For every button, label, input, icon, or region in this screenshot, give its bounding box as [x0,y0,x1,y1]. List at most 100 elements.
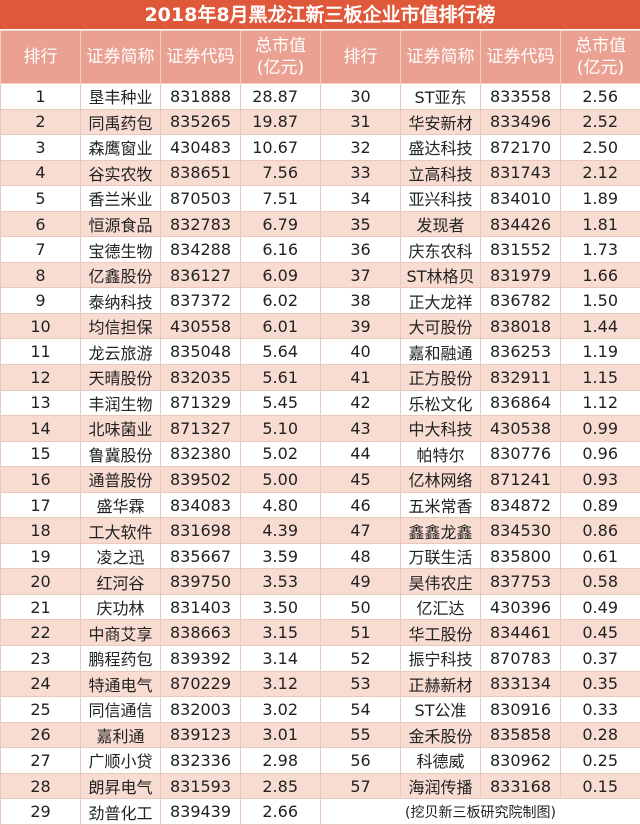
cell-value: 1.66 [560,261,640,289]
table-row: 26 嘉利通 839123 3.01 55 金禾股份 835858 0.28 [0,721,640,749]
cell-value: 1.81 [560,210,640,238]
cell-name: 工大软件 [80,517,161,544]
table-row: 9 泰纳科技 837372 6.02 38 正大龙祥 836782 1.50 [0,287,640,314]
cell-code: 831979 [480,261,561,289]
cell-value: 6.09 [240,261,321,289]
cell-value: 0.28 [560,721,640,749]
cell-code: 832911 [480,364,561,391]
cell-value: 1.12 [560,389,640,417]
table-row: 5 香兰米业 870503 7.51 34 亚兴科技 834010 1.89 [0,185,640,212]
cell-name: 均信担保 [80,312,161,340]
cell-name: 亚兴科技 [400,185,481,212]
cell-value: 7.56 [240,159,321,187]
cell-code: 839750 [160,568,241,595]
cell-code: 831698 [160,517,241,544]
cell-name: 同信通信 [80,696,161,723]
cell-value: 2.12 [560,159,640,187]
cell-name: 万联生活 [400,542,481,570]
source-note: (挖贝新三板研究院制图) [320,798,640,825]
cell-value: 5.45 [240,389,321,417]
cell-name: 香兰米业 [80,185,161,212]
cell-rank: 53 [320,670,401,698]
cell-code: 430538 [480,415,561,442]
cell-rank: 11 [0,338,81,366]
cell-value: 3.12 [240,670,321,698]
cell-name: 中商艾享 [80,619,161,647]
cell-code: 832783 [160,210,241,238]
cell-value: 0.61 [560,542,640,570]
cell-name: 谷实农牧 [80,159,161,187]
cell-rank: 8 [0,261,81,289]
cell-name: 昊伟农庄 [400,568,481,595]
cell-rank: 22 [0,619,81,647]
cell-code: 834461 [480,619,561,647]
cell-code: 830916 [480,696,561,723]
cell-code: 835048 [160,338,241,366]
cell-rank: 4 [0,159,81,187]
cell-name: 鑫鑫龙鑫 [400,517,481,544]
cell-name: 发现者 [400,210,481,238]
header-code: 证券代码 [160,30,241,84]
table-row: 24 特通电气 870229 3.12 53 正赫新材 833134 0.35 [0,670,640,698]
cell-name: 盛达科技 [400,134,481,161]
cell-name: 宝德生物 [80,236,161,263]
cell-rank: 3 [0,134,81,161]
cell-name: 广顺小贷 [80,747,161,774]
table-row: 14 北味菌业 871327 5.10 43 中大科技 430538 0.99 [0,415,640,442]
cell-rank: 21 [0,593,81,621]
table-row: 6 恒源食品 832783 6.79 35 发现者 834426 1.81 [0,210,640,238]
table-row: 1 垦丰种业 831888 28.87 30 ST亚东 833558 2.56 [0,83,640,110]
cell-rank: 23 [0,645,81,672]
table-row: 19 凌之迅 835667 3.59 48 万联生活 835800 0.61 [0,542,640,570]
cell-name: 正大龙祥 [400,287,481,314]
header-code: 证券代码 [480,30,561,84]
cell-value: 0.93 [560,466,640,493]
cell-code: 835667 [160,542,241,570]
table-row: 16 通普股份 839502 5.00 45 亿林网络 871241 0.93 [0,466,640,493]
cell-name: 嘉利通 [80,721,161,749]
cell-rank: 47 [320,517,401,544]
cell-rank: 19 [0,542,81,570]
cell-name: 通普股份 [80,466,161,493]
cell-code: 833168 [480,772,561,800]
cell-value: 1.89 [560,185,640,212]
cell-name: 盛华霖 [80,491,161,519]
cell-code: 430558 [160,312,241,340]
cell-value: 5.10 [240,415,321,442]
cell-name: ST公准 [400,696,481,723]
header-row: 排行 证券简称 证券代码 总市值 (亿元) 排行 证券简称 证券代码 总市值 (亿元… [0,30,640,84]
cell-rank: 42 [320,389,401,417]
page-title: 2018年8月黑龙江新三板企业市值排行榜 [0,0,640,30]
cell-code: 835800 [480,542,561,570]
cell-value: 2.50 [560,134,640,161]
header-value-line2: (亿元) [576,58,625,78]
cell-value: 0.58 [560,568,640,595]
header-value: 总市值 (亿元) [560,30,640,84]
cell-name: 龙云旅游 [80,338,161,366]
cell-code: 833558 [480,83,561,110]
cell-value: 0.25 [560,747,640,774]
cell-rank: 9 [0,287,81,314]
cell-code: 838663 [160,619,241,647]
cell-value: 7.51 [240,185,321,212]
cell-rank: 10 [0,312,81,340]
cell-code: 830962 [480,747,561,774]
cell-value: 1.50 [560,287,640,314]
cell-value: 2.98 [240,747,321,774]
table-row: 23 鹏程药包 839392 3.14 52 振宁科技 870783 0.37 [0,645,640,672]
cell-code: 834530 [480,517,561,544]
cell-code: 839502 [160,466,241,493]
cell-name: 亿汇达 [400,593,481,621]
cell-rank: 18 [0,517,81,544]
table-row: 4 谷实农牧 838651 7.56 33 立高科技 831743 2.12 [0,159,640,187]
cell-code: 430483 [160,134,241,161]
table-row: 28 朗昇电气 831593 2.85 57 海润传播 833168 0.15 [0,772,640,800]
cell-code: 836127 [160,261,241,289]
cell-name: 帕特尔 [400,440,481,468]
cell-name: 五米常香 [400,491,481,519]
cell-rank: 54 [320,696,401,723]
cell-rank: 40 [320,338,401,366]
cell-code: 835858 [480,721,561,749]
cell-value: 10.67 [240,134,321,161]
cell-value: 0.45 [560,619,640,647]
